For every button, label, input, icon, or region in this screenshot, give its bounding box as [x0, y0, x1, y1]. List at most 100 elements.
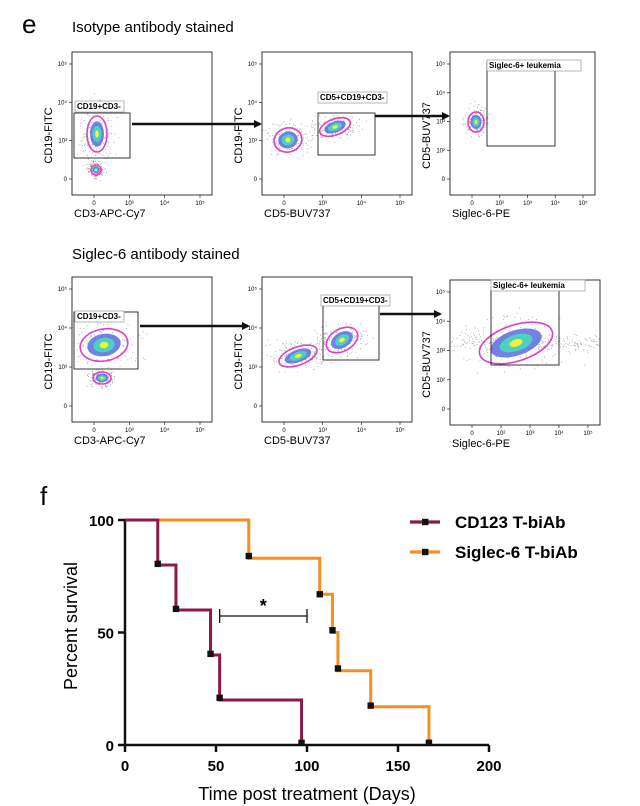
gate-label: Siglec-6+ leukemia — [489, 61, 561, 70]
x-tick-label: 0 — [282, 428, 286, 434]
x-tick-label: 10³ — [125, 201, 134, 207]
plot-frame — [261, 276, 413, 423]
x-tick-label: 10⁵ — [583, 430, 593, 437]
km-point — [316, 591, 323, 598]
density-contours — [467, 111, 485, 133]
x-tick-label: 10⁴ — [551, 200, 561, 207]
x-axis-label: CD5-BUV737 — [264, 435, 331, 447]
panel-e: e Isotype antibody stained Siglec-6 anti… — [22, 9, 601, 450]
y-tick-label: 10⁴ — [436, 90, 446, 97]
y-tick-label: 10³ — [436, 120, 445, 126]
y-tick-label: 10² — [436, 148, 445, 154]
km-point — [172, 605, 180, 613]
km-x-tick-label: 0 — [121, 758, 129, 775]
x-axis-label: Siglec-6-PE — [452, 208, 510, 220]
gate-label: CD5+CD19+CD3- — [323, 296, 388, 305]
km-x-tick-label: 150 — [385, 758, 410, 775]
x-tick-label: 0 — [92, 201, 96, 207]
panel-f: f 0 50 100 150 200 0 50 100 * CD123 T-biAb Siglec… — [40, 481, 578, 804]
km-point — [334, 665, 342, 672]
km-x-tick-label: 100 — [294, 758, 319, 775]
y-tick-label: 10³ — [248, 139, 257, 145]
y-tick-label: 10⁵ — [58, 286, 68, 293]
gate-label: CD19+CD3- — [77, 102, 121, 111]
y-axis-label: CD19-FITC — [43, 107, 55, 163]
y-axis-label: CD5-BUV737 — [421, 331, 433, 398]
x-tick-label: 10⁴ — [357, 427, 367, 434]
gate-label: Siglec-6+ leukemia — [493, 281, 565, 290]
km-y-tick-label: 50 — [97, 626, 114, 643]
x-tick-label: 10² — [495, 201, 504, 207]
row-title-isotype: Isotype antibody stained — [72, 19, 234, 36]
x-tick-label: 10⁴ — [160, 427, 170, 434]
y-tick-label: 0 — [64, 177, 68, 183]
legend-label-2: Siglec-6 T-biAb — [455, 543, 578, 562]
x-tick-label: 10² — [497, 431, 506, 437]
y-axis-label: CD5-BUV737 — [421, 102, 433, 169]
density-contours — [278, 326, 359, 368]
km-y-tick-label: 100 — [89, 513, 114, 530]
legend-label-1: CD123 T-biAb — [455, 513, 566, 532]
y-tick-label: 10⁵ — [58, 61, 68, 68]
y-tick-label: 10⁴ — [58, 99, 68, 106]
flow-arrows — [132, 112, 450, 330]
flow-plot-r2-c3: 0 0 10² 10² 10³ 10³ 10⁴ 10⁴ 10⁵ 10⁵ Siglec-6+ leuk… — [421, 279, 601, 450]
km-y-axis-label: Percent survival — [61, 562, 81, 690]
density-contours — [478, 321, 554, 365]
gate-box — [486, 61, 556, 147]
y-tick-label: 10³ — [436, 349, 445, 355]
flow-plot-r1-c2: 0 0 10³ 10³ 10⁴ 10⁴ 10⁵ 10⁵ CD5+CD19+CD3- CD5-BUV… — [233, 51, 413, 220]
flow-plot-r2-c1: 0 0 10³ 10³ 10⁴ 10⁴ 10⁵ 10⁵ CD19+CD3- CD3-APC-Cy7… — [43, 276, 213, 447]
km-point — [298, 739, 305, 746]
x-tick-label: 10⁴ — [554, 430, 564, 437]
x-axis-label: CD3-APC-Cy7 — [74, 435, 146, 447]
x-axis-label: CD5-BUV737 — [264, 208, 331, 220]
x-tick-label: 10⁴ — [357, 200, 367, 207]
y-tick-label: 10⁵ — [248, 61, 258, 68]
row-title-siglec6: Siglec-6 antibody stained — [72, 246, 240, 263]
km-point — [245, 552, 252, 560]
gate-box — [317, 112, 376, 156]
y-axis-label: CD19-FITC — [233, 107, 245, 163]
km-point — [425, 739, 433, 746]
y-tick-label: 0 — [64, 404, 68, 410]
event-dots — [262, 321, 374, 373]
density-contours — [79, 327, 129, 385]
km-line-series-1 — [125, 518, 304, 745]
flow-plots: 0 0 10³ 10³ 10⁴ 10⁴ 10⁵ 10⁵ CD19+CD3- CD3-APC-Cy7… — [43, 51, 601, 450]
plot-frame — [261, 51, 413, 196]
km-point — [154, 560, 161, 568]
x-tick-label: 10⁵ — [395, 200, 405, 207]
km-line-series-2 — [125, 518, 431, 745]
density-contours — [86, 115, 108, 176]
y-tick-label: 10³ — [58, 365, 67, 371]
x-tick-label: 10³ — [523, 201, 532, 207]
km-point — [329, 627, 336, 634]
flow-plot-r2-c2: 0 0 10³ 10³ 10⁴ 10⁴ 10⁵ 10⁵ CD5+CD19+CD3- CD5-BUV… — [233, 276, 413, 447]
plot-frame — [449, 51, 596, 196]
x-tick-label: 0 — [470, 201, 474, 207]
y-tick-label: 10⁴ — [58, 325, 68, 332]
km-series — [125, 518, 433, 746]
y-tick-label: 0 — [442, 407, 446, 413]
significance-star: * — [260, 596, 267, 616]
km-point — [207, 650, 214, 658]
y-tick-label: 10³ — [248, 365, 257, 371]
x-tick-label: 10³ — [318, 201, 327, 207]
x-tick-label: 0 — [282, 201, 286, 207]
y-tick-label: 10⁵ — [436, 61, 446, 68]
x-tick-label: 10⁵ — [195, 427, 205, 434]
flow-plot-r1-c3: 0 0 10² 10² 10³ 10³ 10⁴ 10⁴ 10⁵ 10⁵ Siglec-6+ leuk… — [421, 51, 596, 220]
gate-label: CD5+CD19+CD3- — [320, 93, 385, 102]
x-tick-label: 10⁴ — [160, 200, 170, 207]
flow-plot-r1-c1: 0 0 10³ 10³ 10⁴ 10⁴ 10⁵ 10⁵ CD19+CD3- CD3-APC-Cy7… — [43, 51, 213, 220]
y-tick-label: 0 — [254, 404, 258, 410]
x-tick-label: 10³ — [318, 428, 327, 434]
x-tick-label: 10³ — [526, 431, 535, 437]
km-x-tick-label: 200 — [476, 758, 501, 775]
km-point — [216, 694, 223, 701]
y-tick-label: 10⁵ — [436, 289, 446, 296]
y-tick-label: 10⁵ — [248, 286, 258, 293]
gate-box — [73, 112, 131, 159]
x-tick-label: 10⁵ — [395, 427, 405, 434]
